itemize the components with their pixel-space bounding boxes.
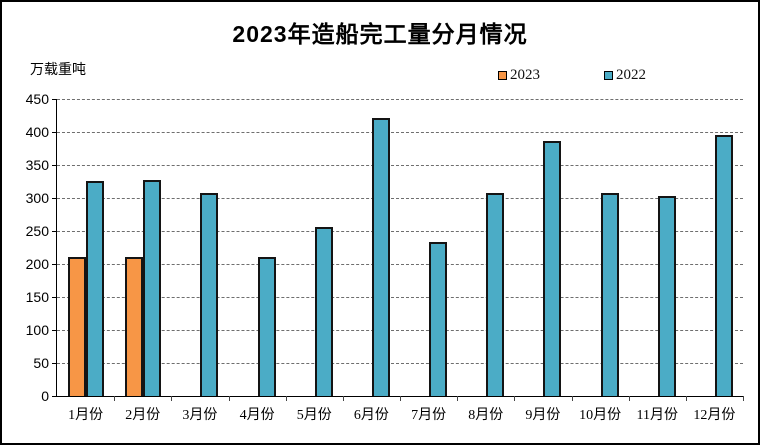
x-axis-label-4: 4月份 (239, 408, 275, 423)
gridline-400 (57, 132, 743, 133)
x-axis-label-9: 9月份 (525, 408, 561, 423)
y-axis-tick-label: 350 (25, 157, 49, 173)
y-axis-tick (52, 198, 57, 199)
x-axis-tick (685, 396, 687, 401)
gridline-50 (57, 363, 743, 364)
x-axis-label-12: 12月份 (693, 408, 736, 423)
y-axis-tick (52, 99, 57, 100)
gridline-450 (57, 99, 743, 100)
y-axis-tick-label: 400 (25, 124, 49, 140)
bar-2022-month-2 (143, 180, 162, 396)
x-axis-tick (514, 396, 516, 401)
plot-area: 0 50 100 150 200 250 300 350 400 450 1月份 2月份 3月份 4月份 5… (26, 91, 744, 423)
chart-title: 2023年造船完工量分月情况 (232, 21, 528, 47)
legend-label-2022: 2022 (616, 67, 646, 83)
x-axis-tick (228, 396, 230, 401)
y-axis-tick (52, 132, 57, 133)
x-axis-label-1: 1月份 (68, 408, 104, 423)
y-axis-tick (52, 396, 57, 397)
x-axis-label-3: 3月份 (182, 408, 218, 423)
bar-2023-month-2 (125, 256, 144, 396)
y-axis-tick-label: 100 (25, 322, 49, 338)
y-axis-tick-label: 250 (25, 223, 49, 239)
x-axis-tick (571, 396, 573, 401)
y-axis-unit-label: 万载重吨 (30, 61, 86, 77)
bar-2022-month-4 (257, 257, 276, 396)
x-axis-tick (342, 396, 344, 401)
y-axis-tick (52, 330, 57, 331)
gridline-100 (57, 330, 743, 331)
legend-swatch-2022 (604, 71, 613, 80)
bar-2022-month-10 (600, 193, 619, 396)
bar-2022-month-12 (714, 134, 733, 396)
y-axis-tick (52, 363, 57, 364)
y-axis-tick-label: 0 (41, 388, 49, 404)
legend: 2023 2022 (498, 67, 646, 84)
bar-2023-month-1 (68, 256, 86, 396)
bar-2022-month-9 (543, 141, 562, 396)
legend-item-2022: 2022 (604, 67, 646, 84)
x-axis-label-10: 10月份 (579, 408, 622, 423)
y-axis-tick (52, 231, 57, 232)
y-axis-tick-label: 150 (25, 289, 49, 305)
bar-2022-month-3 (200, 192, 219, 396)
x-axis-tick (457, 396, 459, 401)
gridline-150 (57, 297, 743, 298)
gridline-250 (57, 231, 743, 232)
x-axis-tick (628, 396, 630, 401)
y-axis-tick-label: 450 (25, 91, 49, 107)
y-axis-tick-label: 200 (25, 256, 49, 272)
bar-2022-month-6 (371, 118, 390, 396)
bar-2022-month-11 (657, 196, 676, 396)
gridline-200 (57, 264, 743, 265)
x-axis-tick (285, 396, 287, 401)
bar-2022-month-1 (86, 180, 104, 396)
legend-item-2023: 2023 (498, 67, 540, 84)
gridline-350 (57, 165, 743, 166)
x-axis-tick (171, 396, 173, 401)
bar-2022-month-7 (429, 241, 447, 396)
y-axis-tick (52, 165, 57, 166)
y-axis-tick (52, 264, 57, 265)
x-axis-label-11: 11月份 (636, 408, 678, 423)
gridline-300 (57, 198, 743, 199)
bar-2022-month-5 (314, 227, 333, 396)
x-axis-tick (114, 396, 116, 401)
x-axis-tick (400, 396, 401, 401)
bar-2022-month-8 (486, 192, 505, 396)
x-axis-label-6: 6月份 (353, 408, 389, 423)
y-axis-tick-label: 300 (25, 190, 49, 206)
y-axis-tick (52, 297, 57, 298)
legend-swatch-2023 (498, 71, 507, 80)
x-axis-label-2: 2月份 (125, 408, 161, 423)
x-axis-label-8: 8月份 (468, 408, 504, 423)
x-axis-label-5: 5月份 (296, 408, 332, 423)
legend-label-2023: 2023 (510, 67, 540, 83)
y-axis-tick-label: 50 (33, 355, 49, 371)
x-axis-tick (743, 396, 744, 401)
x-axis-label-7: 7月份 (411, 408, 447, 423)
